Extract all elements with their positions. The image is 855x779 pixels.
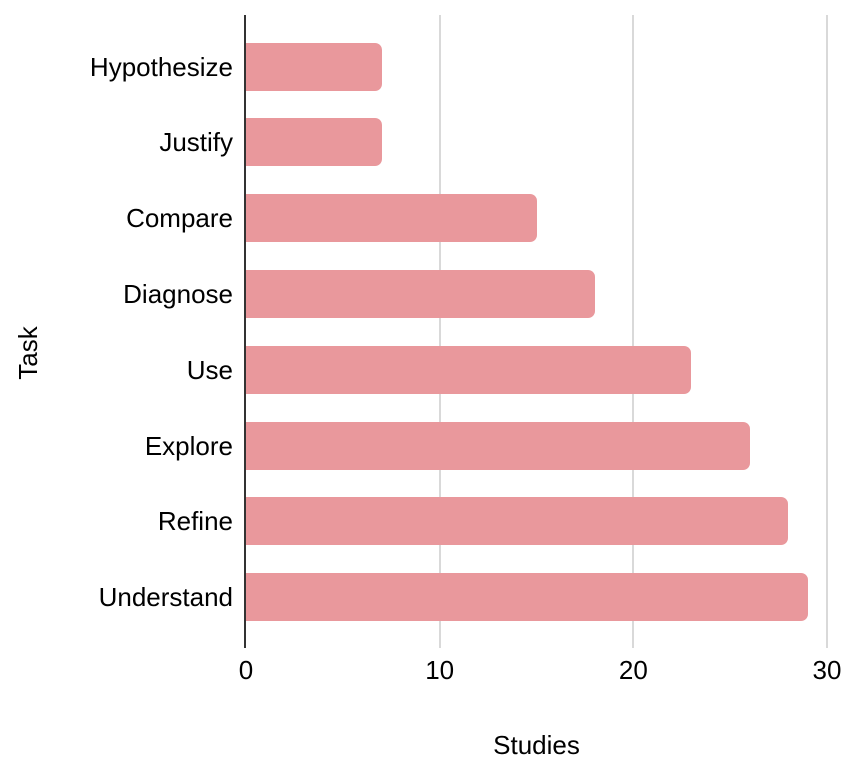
bar-explore (246, 421, 750, 470)
y-tick-label-explore: Explore (144, 430, 233, 461)
y-axis-title: Task (13, 326, 43, 380)
bar-refine (246, 497, 789, 546)
y-tick-label-refine: Refine (157, 506, 233, 537)
y-tick-label-use: Use (186, 354, 233, 385)
x-tick-label-20: 20 (618, 655, 648, 685)
y-axis-line (244, 15, 246, 648)
bar-hypothesize (246, 42, 382, 91)
x-axis-title: Studies (493, 730, 580, 760)
bar-justify (246, 118, 382, 167)
plot-area (246, 15, 828, 648)
x-tick-label-10: 10 (425, 655, 455, 685)
bar-use (246, 345, 692, 394)
gridline-x-10 (438, 15, 441, 648)
x-tick-label-30: 30 (812, 655, 842, 685)
bar-understand (246, 573, 808, 622)
y-tick-label-understand: Understand (98, 582, 233, 613)
bar-diagnose (246, 269, 595, 318)
y-tick-label-justify: Justify (159, 127, 233, 158)
gridline-x-30 (826, 15, 828, 648)
y-tick-label-diagnose: Diagnose (123, 278, 233, 309)
gridline-x-20 (632, 15, 635, 648)
x-tick-label-0: 0 (238, 655, 254, 685)
y-tick-label-compare: Compare (126, 203, 233, 234)
bar-compare (246, 194, 537, 243)
y-tick-label-hypothesize: Hypothesize (89, 51, 233, 82)
